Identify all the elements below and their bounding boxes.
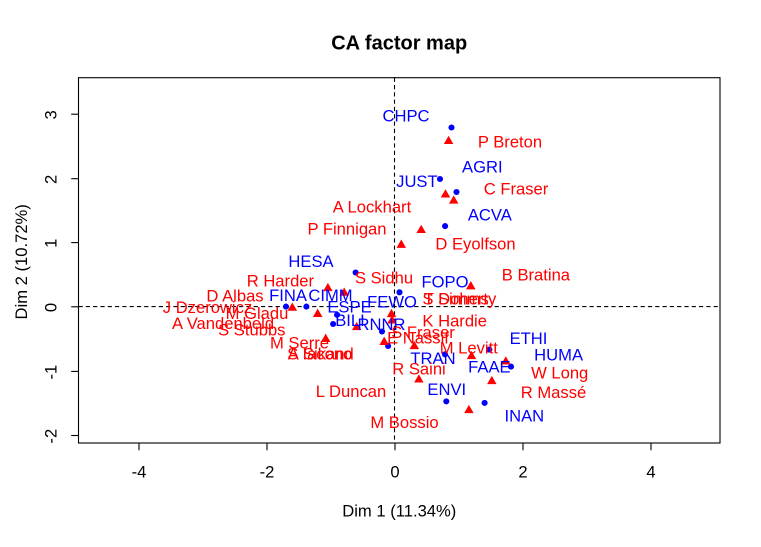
svg-text:-4: -4: [132, 463, 147, 482]
svg-text:2: 2: [42, 175, 61, 184]
svg-text:A Iacono: A Iacono: [288, 344, 353, 363]
svg-text:-2: -2: [42, 429, 61, 444]
svg-text:HUMA: HUMA: [534, 345, 584, 364]
svg-text:Dim 1 (11.34%): Dim 1 (11.34%): [342, 502, 456, 521]
svg-text:-1: -1: [42, 365, 61, 380]
svg-text:ACVA: ACVA: [468, 205, 513, 224]
svg-text:T Doherty: T Doherty: [424, 290, 497, 309]
svg-text:A Vandenbeld: A Vandenbeld: [172, 314, 274, 333]
svg-text:M Bossio: M Bossio: [370, 413, 438, 432]
svg-text:S Simms: S Simms: [422, 290, 488, 309]
svg-text:JUST: JUST: [396, 172, 437, 191]
svg-text:BILI: BILI: [335, 311, 365, 330]
svg-text:R Massé: R Massé: [521, 383, 586, 402]
svg-text:CA factor map: CA factor map: [331, 32, 467, 54]
svg-text:ETHI: ETHI: [510, 329, 548, 348]
svg-text:S Stubbs: S Stubbs: [218, 320, 285, 339]
svg-text:3: 3: [42, 110, 61, 119]
svg-text:M Gladu: M Gladu: [226, 304, 289, 323]
svg-text:K Hardie: K Hardie: [422, 311, 487, 330]
svg-text:TRAN: TRAN: [410, 349, 455, 368]
svg-text:2: 2: [518, 463, 527, 482]
svg-text:INAN: INAN: [504, 406, 544, 425]
svg-text:P Breton: P Breton: [478, 133, 542, 152]
svg-text:CHPC: CHPC: [382, 107, 429, 126]
svg-text:J Dzerowicz: J Dzerowicz: [163, 298, 252, 317]
svg-text:0: 0: [42, 303, 61, 312]
svg-text:C Fraser: C Fraser: [484, 180, 549, 199]
svg-text:A Lockhart: A Lockhart: [333, 197, 412, 216]
svg-text:M Serré: M Serré: [270, 334, 329, 353]
svg-text:1: 1: [42, 239, 61, 248]
svg-text:0: 0: [390, 463, 399, 482]
svg-text:AGRI: AGRI: [462, 158, 503, 177]
svg-text:E Nassif: E Nassif: [387, 329, 449, 348]
svg-text:HESA: HESA: [288, 252, 334, 271]
svg-text:M Levitt: M Levitt: [440, 338, 498, 357]
svg-text:S Sikand: S Sikand: [287, 345, 353, 364]
svg-text:S Sidhu: S Sidhu: [355, 269, 413, 288]
svg-text:D Albas: D Albas: [206, 286, 263, 305]
svg-text:ENVI: ENVI: [427, 380, 466, 399]
svg-text:P Finnigan: P Finnigan: [307, 219, 386, 238]
svg-text:FAAE: FAAE: [468, 357, 510, 376]
svg-text:R Harder: R Harder: [247, 272, 315, 291]
svg-text:4: 4: [646, 463, 655, 482]
svg-text:R Saini: R Saini: [392, 359, 446, 378]
svg-text:FEWO: FEWO: [367, 293, 417, 312]
svg-text:S Fraser: S Fraser: [391, 323, 455, 342]
svg-text:L Duncan: L Duncan: [316, 382, 386, 401]
svg-text:FINA: FINA: [269, 286, 308, 305]
svg-text:FOPO: FOPO: [421, 273, 468, 292]
svg-text:Dim 2 (10.72%): Dim 2 (10.72%): [12, 204, 31, 319]
svg-text:-2: -2: [260, 463, 275, 482]
svg-text:W Long: W Long: [531, 364, 588, 383]
svg-text:D Eyolfson: D Eyolfson: [435, 234, 515, 253]
svg-text:B Bratina: B Bratina: [502, 265, 571, 284]
svg-text:CIMM: CIMM: [308, 286, 352, 305]
svg-text:RNNR: RNNR: [358, 315, 406, 334]
svg-text:ESPE: ESPE: [327, 298, 371, 317]
